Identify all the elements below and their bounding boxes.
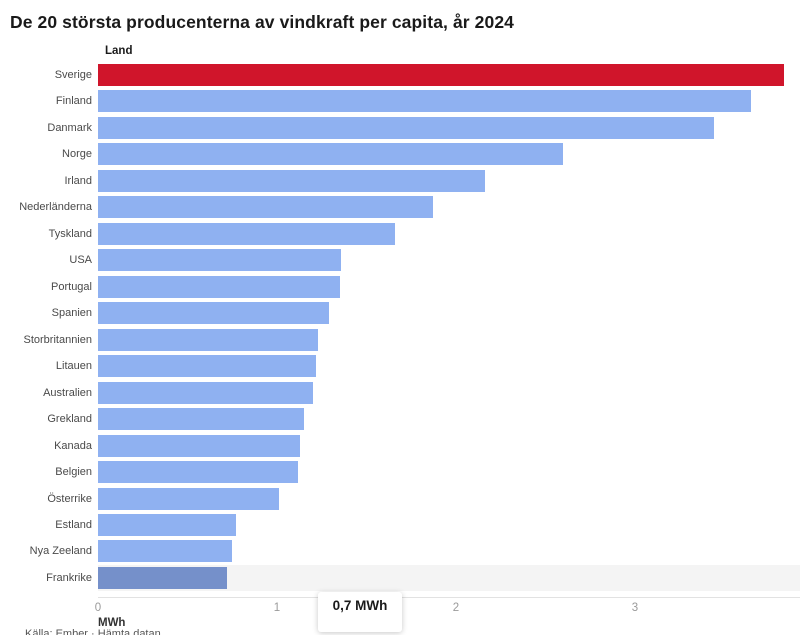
country-label: Danmark	[47, 122, 92, 134]
bar-row-norge: Norge	[0, 143, 800, 165]
value-bar[interactable]	[98, 302, 329, 324]
bar-row-sverige: Sverige	[0, 64, 800, 86]
value-bar[interactable]	[98, 64, 784, 86]
country-label: Australien	[43, 387, 92, 399]
value-bar[interactable]	[98, 382, 313, 404]
bar-row-irland: Irland	[0, 170, 800, 192]
value-bar[interactable]	[98, 567, 227, 589]
country-label: Estland	[55, 519, 92, 531]
country-label: Finland	[55, 95, 92, 107]
value-bar[interactable]	[98, 196, 433, 218]
country-label: Portugal	[51, 281, 92, 293]
country-label: Grekland	[47, 413, 92, 425]
country-label: Storbritannien	[23, 334, 93, 346]
value-bar[interactable]	[98, 170, 485, 192]
bar-row--sterrike: Österrike	[0, 488, 800, 510]
country-label: Sverige	[54, 69, 92, 81]
hover-tooltip: 0,7 MWh	[318, 592, 402, 632]
x-tick-label: 3	[631, 602, 639, 614]
country-label: Kanada	[54, 440, 92, 452]
country-label: Spanien	[51, 307, 92, 319]
source-line-clipped: Källa: Ember · Hämta datan	[25, 628, 161, 635]
x-axis-unit-label: MWh	[98, 617, 126, 629]
country-label: Irland	[64, 175, 92, 187]
value-bar[interactable]	[98, 143, 563, 165]
country-label: Nya Zeeland	[29, 545, 92, 557]
value-bar[interactable]	[98, 276, 340, 298]
value-bar[interactable]	[98, 355, 316, 377]
bar-row-kanada: Kanada	[0, 435, 800, 457]
bar-row-tyskland: Tyskland	[0, 223, 800, 245]
bar-row-estland: Estland	[0, 514, 800, 536]
bar-row-portugal: Portugal	[0, 276, 800, 298]
value-bar[interactable]	[98, 223, 395, 245]
country-label: Norge	[62, 148, 92, 160]
bar-row-nederl-nderna: Nederländerna	[0, 196, 800, 218]
value-bar[interactable]	[98, 488, 279, 510]
bar-row-finland: Finland	[0, 90, 800, 112]
country-label: Frankrike	[46, 572, 92, 584]
x-tick-label: 2	[452, 602, 460, 614]
bar-row-spanien: Spanien	[0, 302, 800, 324]
tooltip-value: 0,7 MWh	[332, 598, 388, 613]
country-label: Litauen	[55, 360, 92, 372]
bar-row-danmark: Danmark	[0, 117, 800, 139]
country-label: Nederländerna	[19, 201, 92, 213]
country-label: Tyskland	[48, 228, 92, 240]
bar-row-frankrike: Frankrike	[0, 567, 800, 589]
value-bar[interactable]	[98, 461, 298, 483]
value-bar[interactable]	[98, 514, 236, 536]
country-label: USA	[69, 254, 92, 266]
bar-row-storbritannien: Storbritannien	[0, 329, 800, 351]
value-bar[interactable]	[98, 249, 341, 271]
chart-title: De 20 största producenterna av vindkraft…	[10, 12, 514, 32]
x-tick-label: 0	[94, 602, 102, 614]
bar-row-usa: USA	[0, 249, 800, 271]
value-bar[interactable]	[98, 540, 232, 562]
value-bar[interactable]	[98, 408, 304, 430]
bar-row-grekland: Grekland	[0, 408, 800, 430]
value-bar[interactable]	[98, 90, 751, 112]
country-label: Österrike	[47, 493, 92, 505]
bar-row-nya-zeeland: Nya Zeeland	[0, 540, 800, 562]
x-tick-label: 1	[273, 602, 281, 614]
column-header-land: Land	[105, 45, 133, 57]
value-bar[interactable]	[98, 117, 714, 139]
value-bar[interactable]	[98, 435, 300, 457]
value-bar[interactable]	[98, 329, 318, 351]
country-label: Belgien	[55, 466, 92, 478]
bar-row-belgien: Belgien	[0, 461, 800, 483]
x-axis-line	[98, 597, 800, 598]
bar-row-litauen: Litauen	[0, 355, 800, 377]
bar-row-australien: Australien	[0, 382, 800, 404]
